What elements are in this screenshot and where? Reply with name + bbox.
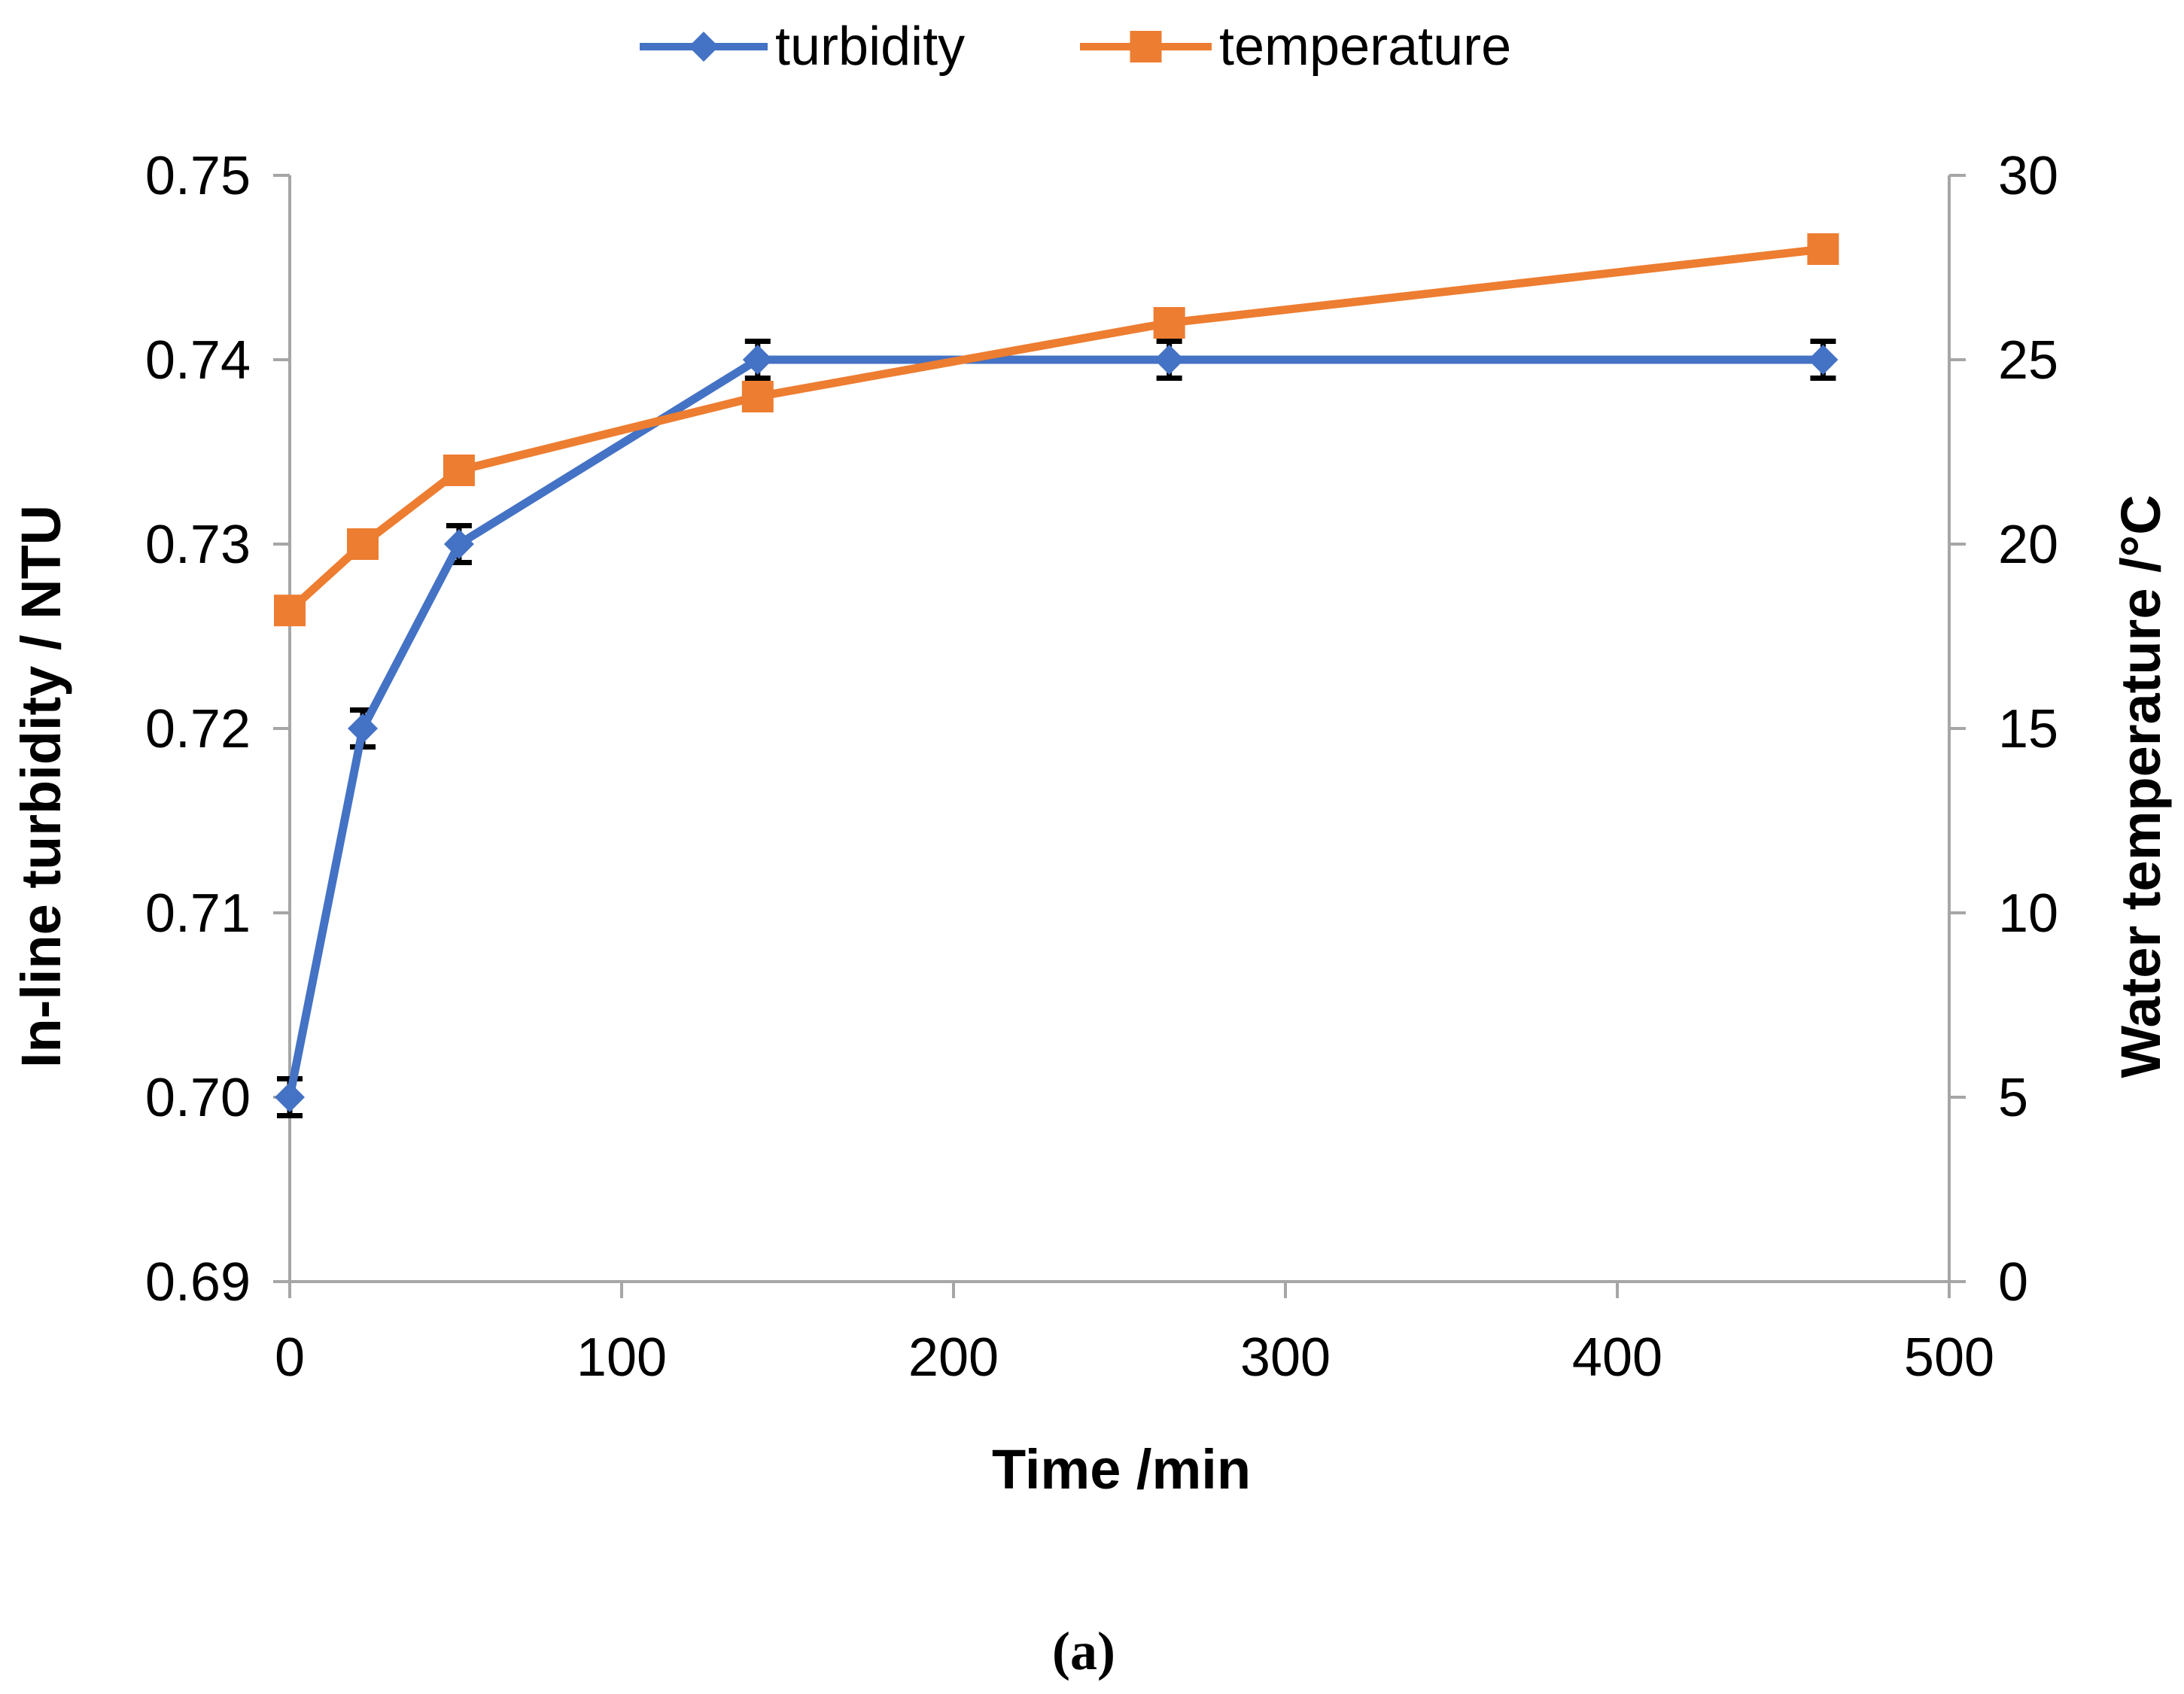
y-right-tick-label: 5 [1998,1068,2028,1128]
y-axis-right-title: Water temperature /°C [2109,494,2172,1078]
axes: 0 100 200 300 400 5000.690.700.710.720.730.74… [145,146,2058,1388]
legend-label-temperature: temperature [1219,17,1511,77]
data-point-turbidity [443,529,474,559]
data-point-turbidity [742,345,773,375]
data-point-temperature [1153,307,1185,339]
data-point-turbidity [275,1082,305,1112]
y-axis-left-title: In-line turbidity / NTU [10,505,72,1068]
x-tick-label: 100 [576,1328,667,1388]
series-line-turbidity [285,355,1824,1099]
legend-square-icon [1130,31,1162,62]
x-tick-label: 300 [1240,1328,1331,1388]
y-left-tick-label: 0.71 [145,883,251,944]
series-line-temperature [287,245,1824,614]
figure-caption: (a) [1052,1621,1115,1681]
data-point-turbidity [1154,345,1185,375]
x-axis-title: Time /min [992,1438,1251,1501]
legend-diamond-icon [689,32,719,62]
data-point-temperature [274,595,306,627]
legend-marker-turbidity [689,32,719,62]
x-tick-label: 500 [1904,1328,1994,1388]
y-right-tick-label: 20 [1998,515,2058,575]
y-right-tick-label: 0 [1998,1252,2028,1312]
x-tick-label: 200 [908,1328,999,1388]
y-left-tick-label: 0.72 [145,699,251,759]
x-tick-label: 400 [1572,1328,1662,1388]
data-point-turbidity [1808,345,1839,375]
x-tick-label: 0 [275,1328,305,1388]
data-point-temperature [347,528,379,560]
y-left-tick-label: 0.73 [145,515,251,575]
y-right-tick-label: 25 [1998,330,2058,391]
data-point-temperature [741,381,774,412]
y-left-tick-label: 0.69 [145,1252,251,1312]
data-point-temperature [443,455,475,486]
legend-marker-temperature [1130,31,1162,62]
series-temperature [274,233,1839,627]
y-left-tick-label: 0.75 [145,146,251,206]
series-turbidity [275,345,1839,1112]
y-right-tick-label: 15 [1998,699,2058,759]
data-point-temperature [1807,233,1839,265]
legend-label-turbidity: turbidity [775,17,965,77]
y-right-tick-label: 10 [1998,883,2058,944]
legend: turbidity temperature [640,17,1511,77]
series-layer [274,233,1839,1112]
data-point-turbidity [348,713,379,744]
y-left-tick-label: 0.70 [145,1068,251,1128]
y-right-tick-label: 30 [1998,146,2058,206]
y-left-tick-label: 0.74 [145,330,251,391]
